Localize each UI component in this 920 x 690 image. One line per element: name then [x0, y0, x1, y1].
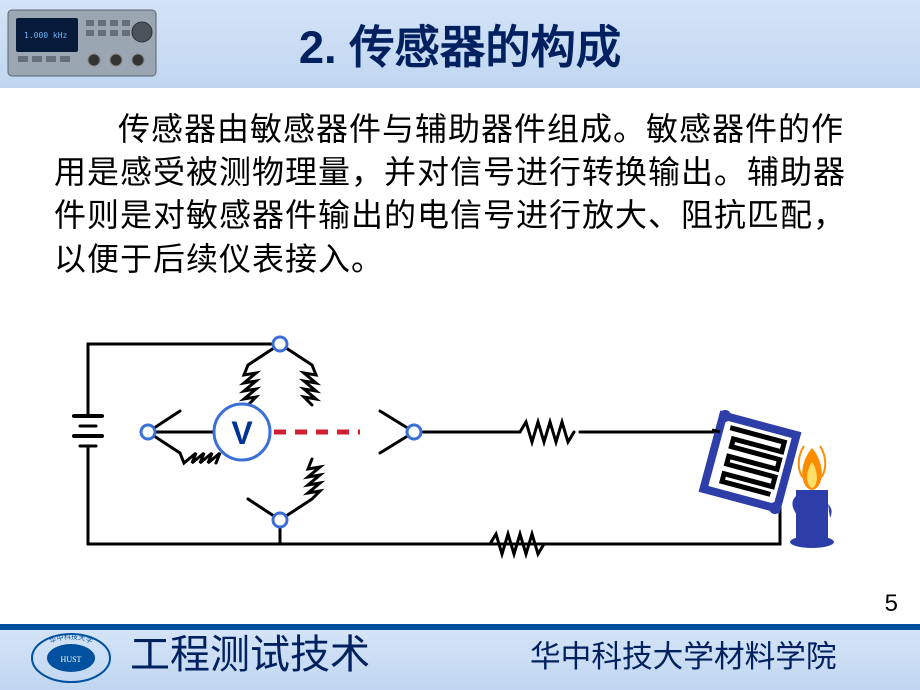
svg-text:HUST: HUST — [61, 655, 82, 664]
page-title: 2. 传感器的构成 — [299, 11, 621, 77]
page-number: 5 — [885, 590, 898, 618]
instrument-image: 1.000 kHz — [6, 4, 158, 82]
footer-right-text: 华中科技大学材料学院 — [530, 631, 837, 676]
footer-left-text: 工程测试技术 — [130, 622, 370, 680]
footer-bar: HUST 华中科技大学 工程测试技术 华中科技大学材料学院 — [0, 630, 920, 690]
university-logo: HUST 华中科技大学 — [30, 632, 112, 684]
title-text: 2. 传感器的构成 — [299, 22, 621, 73]
body-paragraph: 传感器由敏感器件与辅助器件组成。敏感器件的作用是感受被测物理量，并对信号进行转换… — [54, 108, 874, 281]
voltmeter-label: V — [231, 415, 253, 451]
svg-text:1.000 kHz: 1.000 kHz — [24, 31, 68, 40]
circuit-diagram: V — [60, 324, 860, 584]
body-text-content: 传感器由敏感器件与辅助器件组成。敏感器件的作用是感受被测物理量，并对信号进行转换… — [54, 111, 846, 277]
header-bar: 1.000 kHz 2. 传感器的构成 — [0, 0, 920, 88]
slide: 1.000 kHz 2. 传感器的构成 传感器由敏感器件与辅助器件组成。敏感器件… — [0, 0, 920, 690]
candle-icon — [790, 446, 834, 548]
